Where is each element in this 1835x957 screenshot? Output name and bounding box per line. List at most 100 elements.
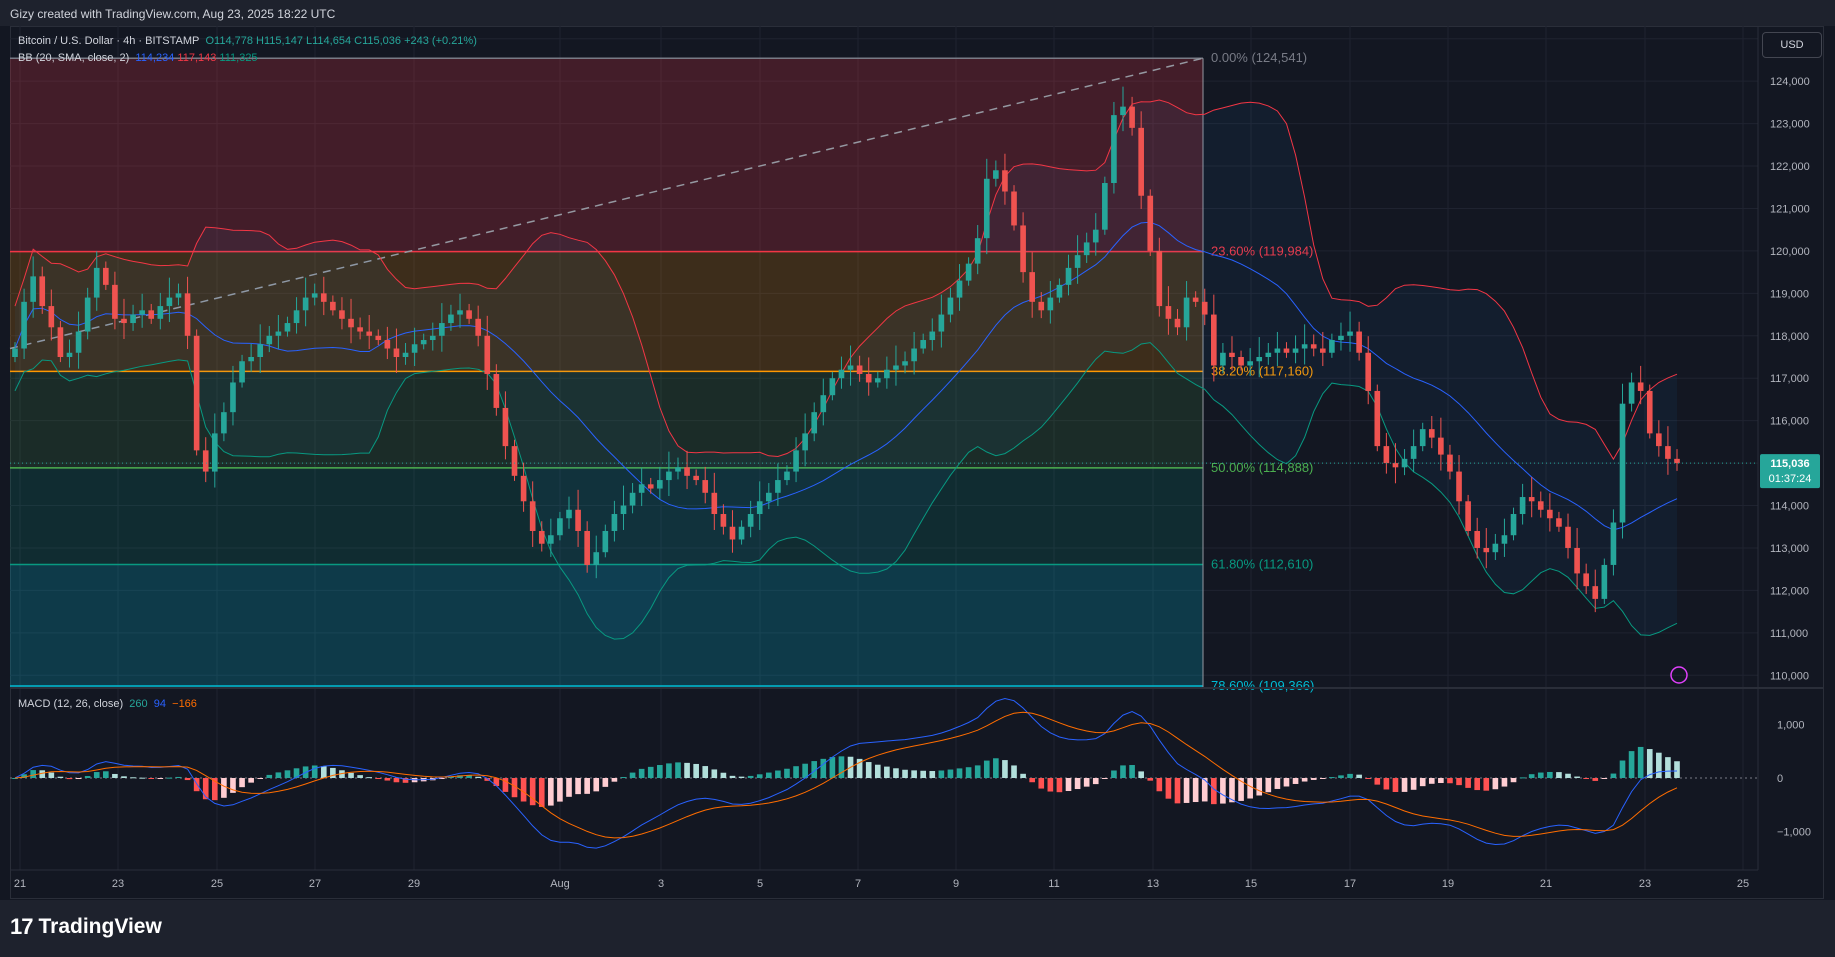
macd-histogram-bar [1338, 775, 1344, 778]
candle-body [139, 310, 145, 315]
macd-histogram-bar [1029, 778, 1035, 783]
candle-body [1338, 335, 1344, 341]
candle-body [920, 340, 927, 349]
macd-histogram-bar [520, 778, 527, 802]
macd-histogram-bar [1565, 773, 1571, 778]
macd-histogram-bar [1329, 777, 1335, 779]
candle-body [1156, 250, 1163, 307]
candle-body [575, 509, 581, 531]
candle-body [1583, 573, 1589, 587]
fib-level-label: 50.00% (114,888) [1211, 460, 1313, 475]
candle-body [21, 301, 27, 349]
macd-histogram-bar [1129, 765, 1135, 778]
macd-histogram-bar [248, 778, 254, 783]
candle-body [1247, 361, 1253, 366]
macd-histogram-bar [1319, 778, 1326, 779]
candle-body [1074, 255, 1081, 268]
price-tag-countdown: 01:37:24 [1769, 473, 1812, 485]
macd-histogram-bar [1501, 778, 1508, 787]
candle-body [548, 535, 554, 544]
macd-histogram-bar [775, 770, 781, 778]
bollinger-bands [14, 99, 1678, 640]
time-tick-label: 3 [658, 878, 664, 890]
candle-body [1183, 297, 1190, 328]
candle-body [974, 238, 981, 264]
macd-histogram-bar [1301, 778, 1308, 782]
macd-histogram-bar [1656, 752, 1662, 778]
candle-body [1465, 501, 1471, 531]
candle-body [884, 369, 890, 379]
fib-trend-line [9, 57, 1204, 350]
macd-histogram-bar [493, 778, 500, 787]
price-tick-label: 113,000 [1770, 543, 1809, 555]
candle-body [466, 310, 472, 319]
candle-body [1238, 357, 1244, 366]
fib-retracement: 0.00% (124,541) 23.60% (119,984) 38.20% (1… [9, 50, 1314, 693]
macd-histogram-bar [1174, 778, 1181, 804]
price-tick-label: 114,000 [1770, 501, 1809, 513]
macd-histogram-bar [1646, 749, 1653, 778]
candle-body [1229, 352, 1235, 357]
macd-histogram-bar [1002, 760, 1008, 778]
candle-body [666, 471, 672, 481]
candle-body [493, 373, 500, 408]
candle-body [856, 365, 863, 374]
macd-tick-label: 1,000 [1777, 720, 1805, 732]
time-tick-label: 11 [1048, 878, 1059, 890]
macd-histogram-bar [974, 765, 981, 778]
macd-histogram-bar [1156, 778, 1163, 792]
macd-histogram-bar [402, 778, 409, 783]
candle-body [148, 310, 155, 319]
candle-body [302, 297, 309, 311]
macd-histogram-bar [983, 760, 990, 778]
candle-body [1274, 348, 1281, 353]
candle-body [538, 530, 545, 544]
candle-body [1256, 357, 1263, 362]
candle-body [121, 318, 127, 324]
candle-body [520, 475, 527, 502]
candle-body [1165, 306, 1172, 319]
macd-histogram-bar [1374, 778, 1381, 785]
candle-body [457, 310, 463, 315]
candle-body [239, 361, 245, 383]
macd-histogram-bar [1610, 773, 1617, 778]
candle-body [1138, 127, 1144, 196]
macd-histogram-bar [39, 770, 46, 778]
bb-basis-line [14, 221, 1678, 531]
candle-body [1565, 526, 1571, 548]
candle-body [157, 306, 164, 319]
candle-body [57, 327, 64, 357]
macd-histogram-bar [84, 776, 91, 778]
macd-histogram-bar [1583, 778, 1589, 779]
candle-body [48, 306, 55, 328]
bb-lower-value: 111,325 [219, 52, 258, 64]
macd-histogram-bar [1038, 778, 1045, 789]
candle-body [1510, 514, 1517, 536]
candle-body [1501, 535, 1508, 544]
fib-zone [10, 251, 1203, 372]
macd-histogram-bar [811, 761, 818, 778]
macd-histogram-bar [30, 770, 36, 778]
candle-body [1601, 564, 1608, 599]
macd-histogram-bar [275, 772, 282, 778]
candle-body [311, 293, 318, 298]
candle-body [175, 293, 182, 298]
macd-histogram-bar [1619, 760, 1626, 778]
candle-body [838, 369, 845, 379]
candle-body [1674, 458, 1680, 464]
macd-histogram-bar [1574, 776, 1580, 778]
price-tick-label: 117,000 [1770, 373, 1809, 385]
candle-body [557, 518, 563, 536]
currency-button[interactable]: USD [1762, 32, 1822, 58]
chart-frame[interactable] [10, 26, 1824, 899]
candle-body [1592, 586, 1599, 599]
macd-histogram-bar [502, 778, 509, 792]
candle-body [393, 348, 400, 357]
macd-histogram-bar [638, 768, 645, 778]
macd-histogram-bar [202, 778, 209, 800]
macd-histogram-bar [1410, 778, 1417, 790]
candle-body [448, 314, 454, 324]
macd-histogram-bar [366, 777, 373, 779]
candle-body [1147, 195, 1154, 251]
